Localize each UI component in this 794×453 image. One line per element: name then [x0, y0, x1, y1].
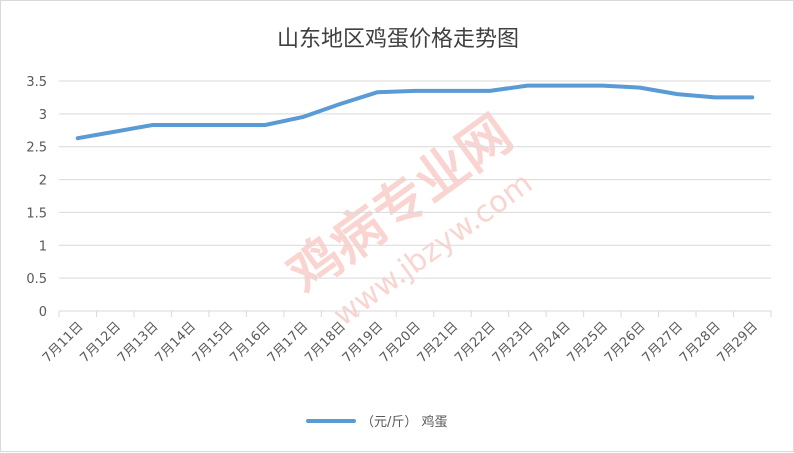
data-point	[77, 137, 79, 139]
x-tick-label: 7月15日	[190, 319, 237, 366]
data-point	[227, 124, 229, 126]
y-tick-label: 3.5	[26, 75, 47, 90]
data-point	[414, 90, 416, 92]
data-point	[526, 85, 528, 87]
data-point	[639, 87, 641, 89]
data-point	[302, 116, 304, 118]
watermark-logo: 鸡病专业网 www.jbzyw.com	[278, 104, 539, 333]
legend-label: （元/斤） 鸡蛋	[361, 414, 448, 430]
series-layer	[75, 83, 755, 141]
x-tick-label: 7月11日	[40, 319, 87, 366]
x-tick-label: 7月28日	[677, 319, 724, 366]
data-point	[489, 90, 491, 92]
y-tick-label: 0	[39, 305, 47, 320]
x-tick-label: 7月17日	[265, 319, 312, 366]
gridlines	[59, 80, 771, 312]
x-tick-label: 7月22日	[452, 319, 499, 366]
legend: （元/斤） 鸡蛋	[306, 414, 448, 430]
y-axis: 0 0.5 1 1.5 2 2.5 3 3.5	[26, 75, 47, 320]
x-tick-label: 7月16日	[227, 319, 274, 366]
data-point	[114, 131, 116, 133]
chart-title: 山东地区鸡蛋价格走势图	[277, 27, 519, 52]
data-point	[339, 103, 341, 105]
x-tick-label: 7月23日	[490, 319, 537, 366]
x-tick-label: 7月21日	[415, 319, 462, 366]
data-point	[714, 96, 716, 98]
data-point	[152, 124, 154, 126]
y-tick-label: 1.5	[26, 206, 47, 221]
data-point	[377, 91, 379, 93]
y-tick-label: 0.5	[26, 272, 47, 287]
x-tick-label: 7月25日	[565, 319, 612, 366]
x-tick-label: 7月14日	[152, 319, 199, 366]
data-point	[601, 85, 603, 87]
data-point	[451, 90, 453, 92]
x-tick-label: 7月13日	[115, 319, 162, 366]
data-point	[264, 124, 266, 126]
data-point	[676, 93, 678, 95]
series-line	[75, 83, 755, 141]
y-tick-label: 3	[39, 108, 47, 123]
y-tick-label: 2.5	[26, 141, 47, 156]
y-tick-label: 1	[39, 239, 47, 254]
x-tick-label: 7月24日	[527, 319, 574, 366]
x-tick-label: 7月27日	[640, 319, 687, 366]
x-axis: 7月11日7月12日7月13日7月14日7月15日7月16日7月17日7月18日…	[40, 311, 772, 366]
data-point	[189, 124, 191, 126]
y-tick-label: 2	[39, 174, 47, 189]
x-tick-label: 7月29日	[715, 319, 762, 366]
x-tick-label: 7月12日	[77, 319, 124, 366]
data-point	[751, 96, 753, 98]
x-tick-label: 7月26日	[602, 319, 649, 366]
x-tick-label: 7月20日	[377, 319, 424, 366]
x-tick-label: 7月18日	[302, 319, 349, 366]
data-point	[564, 85, 566, 87]
